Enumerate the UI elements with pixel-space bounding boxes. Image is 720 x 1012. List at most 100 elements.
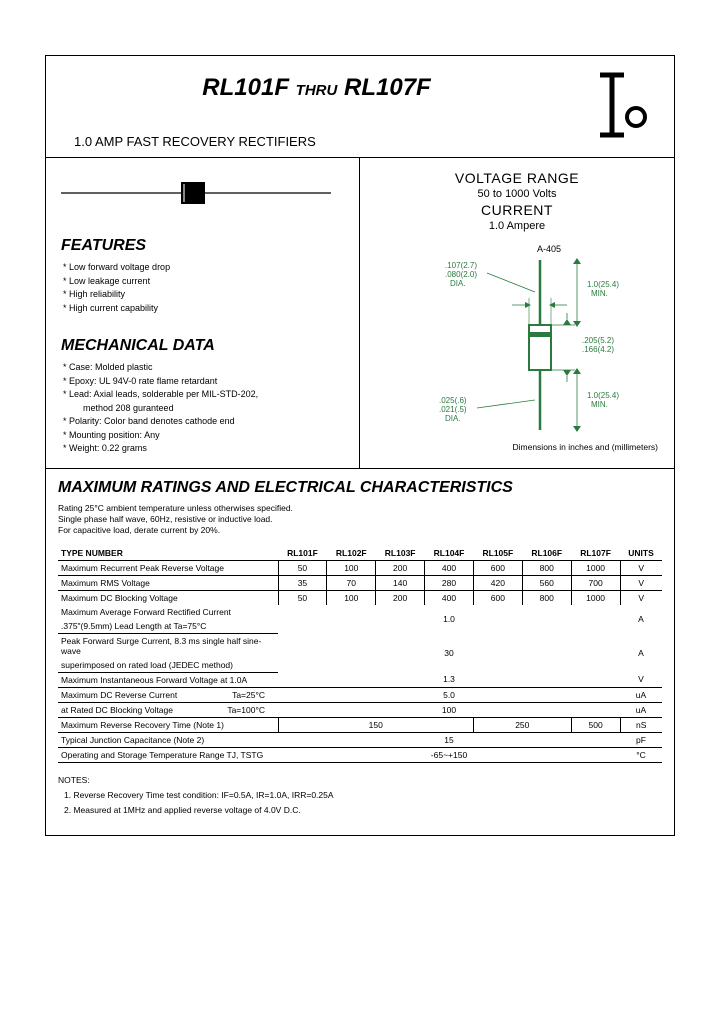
cell-unit: V [620,590,662,605]
svg-text:.205(5.2): .205(5.2) [582,336,614,345]
feature-item: Low leakage current [63,275,344,289]
cell-span: 1.0 [278,605,620,634]
voltage-range-heading: VOLTAGE RANGE [368,170,666,186]
table-row: Typical Junction Capacitance (Note 2) 15… [58,732,662,747]
cell: 50 [278,590,327,605]
row-label-text: Maximum DC Reverse Current [61,690,177,700]
table-row: at Rated DC Blocking Voltage Ta=100°C 10… [58,702,662,717]
row-label: superimposed on rated load (JEDEC method… [58,658,278,673]
cell-unit: A [620,605,662,634]
cell: 100 [327,590,376,605]
feature-item: High reliability [63,288,344,302]
col-head: RL102F [327,546,376,561]
mech-item: Mounting position: Any [63,429,344,443]
table-row: Peak Forward Surge Current, 8.3 ms singl… [58,633,662,658]
cell-span: 150 [278,717,473,732]
current-value: 1.0 Ampere [368,220,666,232]
row-label: at Rated DC Blocking Voltage Ta=100°C [58,702,278,717]
svg-text:MIN.: MIN. [591,400,608,409]
cell: 800 [522,590,571,605]
footnotes: NOTES: 1. Reverse Recovery Time test con… [58,773,662,819]
cell-span: -65~+150 [278,747,620,762]
cell-span: 5.0 [278,687,620,702]
cell: 700 [571,575,620,590]
features-heading: FEATURES [61,237,344,255]
cell-unit: V [620,560,662,575]
row-label: Maximum Reverse Recovery Time (Note 1) [58,717,278,732]
type-number-heading: TYPE NUMBER [58,546,278,561]
spec-table: TYPE NUMBER RL101F RL102F RL103F RL104F … [58,546,662,763]
svg-text:1.0(25.4): 1.0(25.4) [587,280,619,289]
table-row: Maximum Average Forward Rectified Curren… [58,605,662,619]
brand-logo [569,56,674,157]
cell: 1000 [571,560,620,575]
svg-text:DIA.: DIA. [445,414,461,423]
preamble-line: Rating 25°C ambient temperature unless o… [58,503,662,514]
thru-text: THRU [296,82,338,99]
table-row: Maximum Reverse Recovery Time (Note 1) 1… [58,717,662,732]
cell-unit: V [620,672,662,687]
mech-heading: MECHANICAL DATA [61,337,344,355]
part-start: RL101F [202,74,289,101]
cell: 140 [376,575,425,590]
mech-item: Polarity: Color band denotes cathode end [63,415,344,429]
svg-text:DIA.: DIA. [450,279,466,288]
col-head: RL103F [376,546,425,561]
col-head: RL107F [571,546,620,561]
ratings-heading: MAXIMUM RATINGS AND ELECTRICAL CHARACTER… [58,479,662,497]
subtitle: 1.0 AMP FAST RECOVERY RECTIFIERS [74,134,559,149]
row-label: Maximum DC Reverse Current Ta=25°C [58,687,278,702]
pkg-label: A-405 [537,244,561,254]
col-head: RL106F [522,546,571,561]
row-label: Maximum DC Blocking Voltage [58,590,278,605]
table-row: Maximum DC Blocking Voltage 50 100 200 4… [58,590,662,605]
cell: 400 [425,560,474,575]
cell: 35 [278,575,327,590]
cell: 600 [473,560,522,575]
cond-label: Ta=25°C [232,690,265,700]
svg-text:.080(2.0): .080(2.0) [445,270,477,279]
header: RL101F THRU RL107F 1.0 AMP FAST RECOVERY… [46,56,674,157]
dimensions-caption: Dimensions in inches and (millimeters) [368,442,658,452]
svg-text:MIN.: MIN. [591,289,608,298]
row-label: Peak Forward Surge Current, 8.3 ms singl… [58,633,278,658]
cell: 200 [376,560,425,575]
row-label: Typical Junction Capacitance (Note 2) [58,732,278,747]
voltage-range-value: 50 to 1000 Volts [368,188,666,200]
row-label: Maximum Average Forward Rectified Curren… [58,605,278,619]
col-head: RL101F [278,546,327,561]
cell-unit: nS [620,717,662,732]
cell-unit: uA [620,687,662,702]
footnote-item: 2. Measured at 1MHz and applied reverse … [64,803,662,818]
cell: 420 [473,575,522,590]
cell: 50 [278,560,327,575]
cell-span: 100 [278,702,620,717]
col-head: UNITS [620,546,662,561]
svg-text:.166(4.2): .166(4.2) [582,345,614,354]
cell: 500 [571,717,620,732]
svg-text:.025(.6): .025(.6) [439,396,467,405]
left-panel: FEATURES Low forward voltage drop Low le… [46,158,360,468]
mech-item: Case: Molded plastic [63,361,344,375]
cell-unit: V [620,575,662,590]
notes-heading: NOTES: [58,773,662,788]
mech-list: Case: Molded plastic Epoxy: UL 94V-0 rat… [63,361,344,456]
diode-symbol-icon [61,178,331,208]
cell: 800 [522,560,571,575]
cell: 560 [522,575,571,590]
cell: 1000 [571,590,620,605]
cond-label: Ta=100°C [227,705,265,715]
features-list: Low forward voltage drop Low leakage cur… [63,261,344,315]
svg-text:1.0(25.4): 1.0(25.4) [587,391,619,400]
cell: 100 [327,560,376,575]
cell-unit: uA [620,702,662,717]
cell-span: 1.3 [278,672,620,687]
mech-item: Epoxy: UL 94V-0 rate flame retardant [63,375,344,389]
mech-item: Lead: Axial leads, solderable per MIL-ST… [63,388,344,402]
right-panel: VOLTAGE RANGE 50 to 1000 Volts CURRENT 1… [360,158,674,468]
mech-item: Weight: 0.22 grams [63,442,344,456]
table-row: Operating and Storage Temperature Range … [58,747,662,762]
col-head: RL104F [425,546,474,561]
cell: 400 [425,590,474,605]
cell: 280 [425,575,474,590]
